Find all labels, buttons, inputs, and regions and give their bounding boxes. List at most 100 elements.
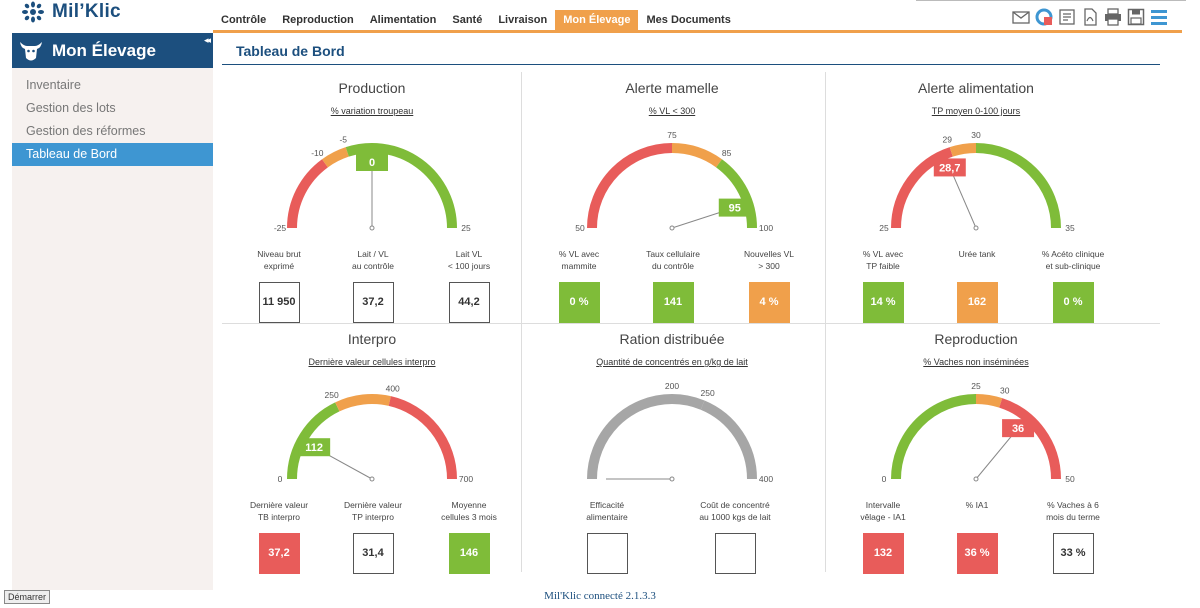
gauge-value-badge — [933, 158, 966, 177]
sidebar-item-2[interactable]: Gestion des réformes — [26, 124, 146, 138]
metric-value-box[interactable]: 141 — [652, 282, 694, 323]
metric-1: Urée tank 162 — [932, 248, 1022, 323]
app-name: Mil’Klic — [52, 1, 121, 22]
metric-value-box[interactable]: 146 — [448, 533, 490, 574]
gauge-min-label: 25 — [879, 223, 889, 233]
panel-subtitle-link[interactable]: % VL < 300 — [648, 106, 696, 116]
gauge-min-label: 50 — [575, 223, 585, 233]
gauge-segment-1 — [335, 394, 391, 412]
menu-icon[interactable] — [1150, 8, 1168, 26]
pdf-icon[interactable] — [1081, 8, 1099, 26]
start-button[interactable]: Démarrer — [4, 590, 51, 604]
sidebar-header: Mon Élevage ◂◂ — [12, 33, 213, 68]
nav-tab-6[interactable]: Mes Documents — [646, 14, 731, 26]
gauge-segment-0 — [287, 402, 340, 480]
metric-label: Niveau brut exprimé — [257, 249, 301, 271]
panel-subtitle-link[interactable]: % Vaches non inséminées — [923, 357, 1029, 367]
panel-0: Production % variation troupeau -10 -5 -25 25… — [222, 72, 522, 323]
gauge-tick-label: 250 — [325, 390, 339, 400]
gauge-chart: -10 -5 -25 25 0 — [274, 135, 471, 233]
metric-value-box[interactable] — [714, 533, 756, 574]
nav-tab-0[interactable]: Contrôle — [221, 14, 267, 26]
export-icon[interactable] — [1058, 8, 1076, 26]
metric-value-box[interactable]: 33 % — [1052, 533, 1094, 574]
gauge-segment-0 — [891, 394, 977, 480]
metric-1: Dernière valeur TP interpro 31,4 — [328, 499, 418, 574]
metric-1: Taux cellulaire du contrôle 141 — [628, 248, 718, 323]
nav-tab-1[interactable]: Reproduction — [282, 14, 354, 26]
gauge-value-badge — [356, 153, 388, 171]
panel-title: Production — [338, 80, 406, 96]
gauge-pivot — [973, 225, 979, 231]
sidebar-item-3[interactable]: Tableau de Bord — [12, 143, 213, 166]
gauge-pivot — [669, 476, 675, 482]
nav-tab-3[interactable]: Santé — [452, 14, 483, 26]
save-icon[interactable] — [1127, 8, 1145, 26]
gauge-tick-label: 30 — [971, 130, 981, 140]
panel-subtitle-link[interactable]: Dernière valeur cellules interpro — [308, 357, 436, 367]
panel-4: Ration distribuée Quantité de concentrés … — [522, 323, 822, 574]
gauge-max-label: 100 — [759, 223, 773, 233]
metric-label: Lait / VL au contrôle — [351, 249, 395, 271]
metric-value-box[interactable]: 11 950 — [258, 282, 300, 323]
footer-version: Mil'Klic connecté 2.1.3.3 — [544, 590, 656, 602]
main-nav: Contrôle Reproduction Alimentation Santé Liv… — [213, 10, 739, 30]
print-icon[interactable] — [1104, 8, 1122, 26]
collapse-sidebar-icon[interactable]: ◂◂ — [203, 35, 211, 45]
gauge-segment-1 — [975, 394, 1003, 408]
top-bar: Mil’Klic Contrôle Reproduction Alimentatio… — [0, 0, 1200, 33]
gauge-segment-2 — [999, 398, 1061, 480]
gauge-value-badge — [718, 198, 751, 217]
gauge-tick-label: -5 — [339, 135, 347, 145]
sidebar: Mon Élevage ◂◂ Inventaire Gestion des lot… — [12, 33, 213, 590]
gauge-segment-1 — [671, 394, 705, 410]
gauge-segment-2 — [700, 400, 757, 480]
gauge-tick-label: 25 — [971, 381, 981, 391]
gauge-needle — [949, 167, 977, 229]
sidebar-item-0[interactable]: Inventaire — [26, 78, 81, 92]
metric-value-box[interactable]: 36 % — [956, 533, 998, 574]
sync-icon[interactable] — [1035, 8, 1053, 26]
toolbar-icons — [1012, 8, 1168, 26]
gauge-value-label: 112 — [305, 442, 323, 454]
metric-2: Lait VL < 100 jours 44,2 — [424, 248, 514, 323]
panel-title: Reproduction — [934, 331, 1018, 347]
metric-value-box[interactable]: 162 — [956, 282, 998, 323]
panel-title: Interpro — [347, 331, 397, 347]
gauge-min-label: 0 — [278, 474, 283, 484]
gauge-segment-1 — [949, 143, 977, 157]
nav-tab-4[interactable]: Livraison — [498, 14, 548, 26]
metric-value-box[interactable]: 14 % — [862, 282, 904, 323]
page-title: Tableau de Bord — [236, 43, 345, 59]
gauge-tick-label: 250 — [700, 388, 714, 398]
panel-subtitle-link[interactable]: % variation troupeau — [330, 106, 414, 116]
metric-value-box[interactable]: 0 % — [558, 282, 600, 323]
panel-subtitle-link[interactable]: Quantité de concentrés en g/kg de lait — [596, 357, 748, 367]
metric-value-box[interactable]: 132 — [862, 533, 904, 574]
nav-tab-5[interactable]: Mon Élevage — [555, 10, 639, 30]
gauge-max-label: 400 — [759, 474, 773, 484]
gauge-pivot — [669, 225, 675, 231]
sidebar-item-1[interactable]: Gestion des lots — [26, 101, 116, 115]
metric-0: Intervalle vêlage - IA1 132 — [838, 499, 928, 574]
metric-value-box[interactable]: 31,4 — [352, 533, 394, 574]
metric-value-box[interactable] — [586, 533, 628, 574]
metric-label: % VL avec mammite — [558, 249, 600, 271]
metric-label: Efficacité alimentaire — [586, 500, 628, 522]
metric-value-box[interactable]: 4 % — [748, 282, 790, 323]
panel-subtitle-link[interactable]: TP moyen 0-100 jours — [931, 106, 1021, 116]
panel-5: Reproduction % Vaches non inséminées 25 30 0… — [826, 323, 1126, 574]
gauge-chart: 250 400 0 700 112 — [278, 383, 474, 484]
nav-tab-2[interactable]: Alimentation — [369, 14, 437, 26]
gauge-tick-label: 75 — [667, 130, 677, 140]
gauge-max-label: 25 — [461, 223, 471, 233]
metric-value-box[interactable]: 37,2 — [258, 533, 300, 574]
gauge-tick-label: 400 — [386, 383, 400, 393]
panel-title: Alerte mamelle — [625, 80, 719, 96]
metric-value-box[interactable]: 0 % — [1052, 282, 1094, 323]
metric-value-box[interactable]: 44,2 — [448, 282, 490, 323]
gauge-min-label: 0 — [882, 474, 887, 484]
mail-icon[interactable] — [1012, 8, 1030, 26]
metric-value-box[interactable]: 37,2 — [352, 282, 394, 323]
app-logo[interactable]: Mil’Klic — [20, 1, 121, 23]
